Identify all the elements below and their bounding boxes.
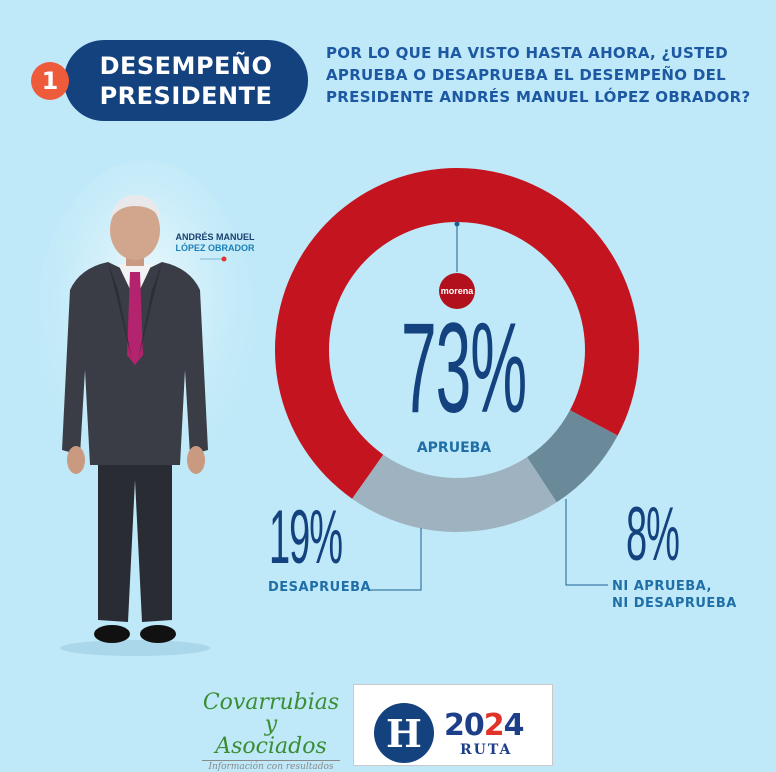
- covarrubias-logo-line-2: Asociados: [215, 734, 327, 759]
- leader-dot-aprueba: [454, 221, 460, 227]
- covarrubias-logo-line-1: Covarrubias y: [202, 690, 340, 737]
- covarrubias-tagline: Información con resultados: [202, 760, 340, 772]
- title-pill: DESEMPEÑO PRESIDENTE: [64, 40, 308, 121]
- survey-question: POR LO QUE HA VISTO HASTA AHORA, ¿USTED …: [326, 44, 751, 106]
- value-label-ni: 8%: [626, 492, 680, 577]
- category-label-desaprueba: DESAPRUEBA: [268, 580, 372, 595]
- ruta-label: RUTA: [460, 742, 513, 758]
- donut-slice-aprueba: [275, 168, 639, 499]
- category-label-aprueba: APRUEBA: [416, 440, 492, 456]
- year-2024-logo: 2024: [444, 708, 524, 743]
- leader-line-ni: [565, 499, 608, 586]
- covarrubias-logo: Covarrubias y Asociados Información con …: [196, 692, 346, 772]
- person-name-label: ANDRÉS MANUEL LÓPEZ OBRADOR: [160, 232, 270, 267]
- party-logo-text: morena: [441, 286, 475, 296]
- title-line-2: PRESIDENTE: [99, 81, 273, 110]
- category-label-ni: NI APRUEBA, NI DESAPRUEBA: [612, 578, 737, 612]
- leader-line-desaprueba: [370, 528, 422, 591]
- donut-slice-ni: [527, 410, 618, 503]
- year-right: 4: [503, 708, 525, 743]
- value-label-desaprueba: 19%: [269, 495, 343, 580]
- title-line-1: DESEMPEÑO: [99, 51, 273, 80]
- donut-slices: [275, 168, 639, 532]
- approval-donut-chart: morena: [275, 168, 639, 591]
- president-photo: [40, 160, 255, 656]
- name-pointer: [200, 256, 227, 262]
- year-left: 20: [444, 708, 485, 743]
- category-label-ni-line-2: NI DESAPRUEBA: [612, 596, 737, 611]
- donut-slice-desaprueba: [352, 454, 557, 532]
- person-name-line-2: LÓPEZ OBRADOR: [175, 243, 255, 253]
- category-label-ni-line-1: NI APRUEBA,: [612, 579, 712, 594]
- value-label-aprueba: 73%: [401, 297, 527, 440]
- heraldo-logo: H: [374, 703, 434, 763]
- year-mid: 2: [483, 708, 505, 743]
- section-number-badge: 1: [31, 62, 69, 100]
- person-name-line-1: ANDRÉS MANUEL: [175, 232, 255, 242]
- party-logo: morena: [439, 273, 475, 309]
